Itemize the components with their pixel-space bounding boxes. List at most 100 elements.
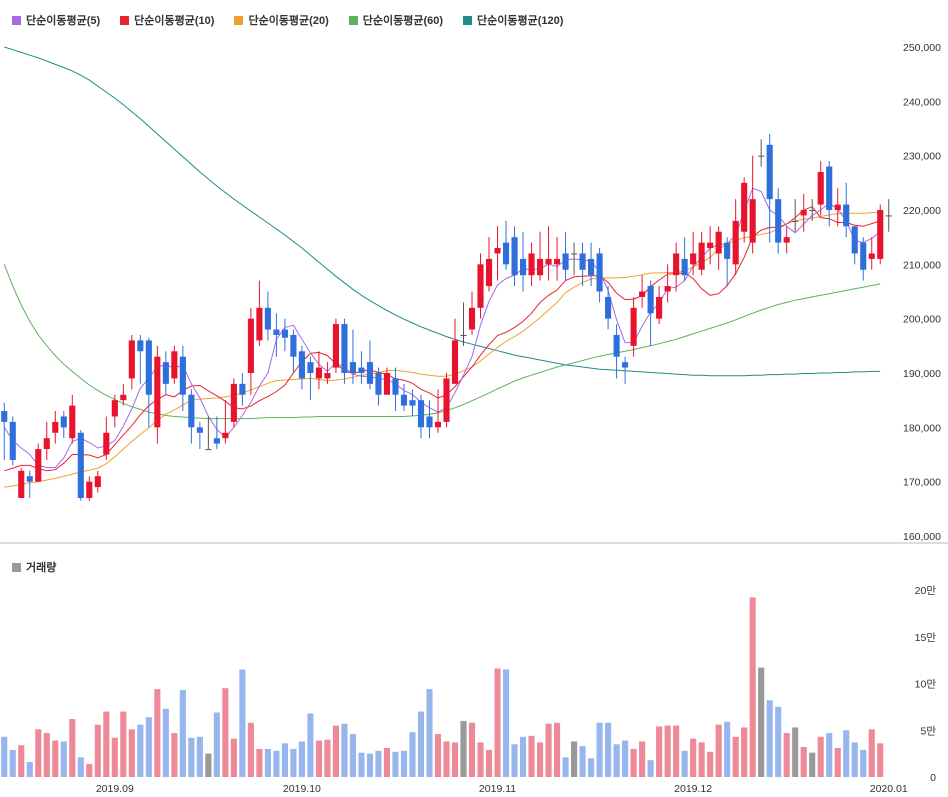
candle-body [775,199,782,243]
candle-body [528,253,535,276]
volume-bar [519,736,527,777]
volume-bar [605,722,612,777]
volume-bar [77,757,84,777]
volume-bar [171,733,178,777]
volume-bar [843,730,850,777]
candle [145,337,152,428]
candle [247,307,254,395]
candle [562,231,569,281]
candle-body [817,171,824,205]
candle-body [256,307,263,341]
legend-ma120-label: 단순이동평균(120) [477,15,564,27]
candle-body [409,400,416,406]
candle [358,351,365,384]
candle [766,133,773,243]
legend-ma120-swatch [463,15,473,25]
candle [647,280,654,346]
candle-body [809,210,816,211]
candle-body [290,334,297,357]
candle-body [460,334,467,336]
candle-body [468,307,476,330]
candle-body [502,242,510,265]
candle-body [536,258,544,276]
volume-legend[interactable]: 거래량 [12,559,56,575]
candle [213,416,220,450]
price-y-tick-label: 190,000 [903,368,941,380]
legend-ma20[interactable]: 단순이동평균(20) [234,12,329,28]
candle-body [877,210,884,259]
candle-body [60,416,67,428]
candle-body [741,182,748,232]
legend-ma120[interactable]: 단순이동평균(120) [463,12,563,28]
candle [60,411,67,439]
volume-bar [792,727,799,777]
volume-bar [477,742,484,777]
candle [622,356,629,384]
volume-bar [511,744,518,777]
volume-bar [213,712,220,777]
candle [698,231,705,276]
candle-body [647,286,654,314]
volume-bar [800,747,807,777]
volume-bar [639,741,646,777]
candle [434,389,442,433]
candle [868,237,875,270]
candle-body [171,351,178,379]
candle-body [315,367,322,379]
candle [494,226,501,281]
candle [681,237,688,281]
candle [877,204,884,265]
candle [239,373,246,406]
candle [35,443,42,482]
volume-bar [554,722,561,777]
candle [205,416,212,451]
candle-body [792,220,799,222]
legend-ma20-label: 단순이동평균(20) [248,15,329,27]
legend-ma60-swatch [348,15,358,25]
candle [154,345,161,444]
candle [741,177,748,243]
candle-body [511,237,518,276]
axis-layer: 250,000 240,000 230,000 220,000 210,000 200,0… [96,42,941,795]
candle-body [332,324,339,368]
candle-body [494,248,501,254]
volume-bar [613,744,620,777]
volume-bar [588,758,595,777]
volume-bar [366,753,374,777]
candle [639,275,646,308]
volume-bar [52,740,59,777]
candle [341,318,348,384]
volume-bar [766,700,773,777]
candle-body [137,340,144,352]
price-y-tick-label: 230,000 [903,151,941,163]
candle-body [588,258,595,276]
candle [715,226,722,270]
candle-body [766,144,773,200]
legend-ma60[interactable]: 단순이동평균(60) [348,12,443,28]
volume-bar [868,729,875,777]
candle-body [264,307,271,330]
volume-bar [196,736,203,777]
candle [843,182,850,238]
volume-bar [400,750,408,777]
candle-body [443,378,450,422]
candle [656,286,663,325]
volume-bar [145,717,152,777]
candle [324,362,331,384]
legend-ma10[interactable]: 단순이동평균(10) [120,12,214,28]
legend-ma5-swatch [12,15,21,25]
volume-bar [451,742,459,777]
candle [417,394,425,439]
ma20-line [4,211,881,488]
volume-bar [562,757,569,777]
candlestick-layer [1,133,892,501]
candle [724,237,731,287]
candle-body [843,204,850,227]
volume-bar [485,749,493,777]
candle-body [298,351,305,379]
volume-bar [468,722,476,777]
legend-ma5[interactable]: 단순이동평균(5) [12,12,100,28]
candle [94,470,101,493]
candle [749,155,756,254]
x-tick-label: 2019.12 [674,783,712,795]
